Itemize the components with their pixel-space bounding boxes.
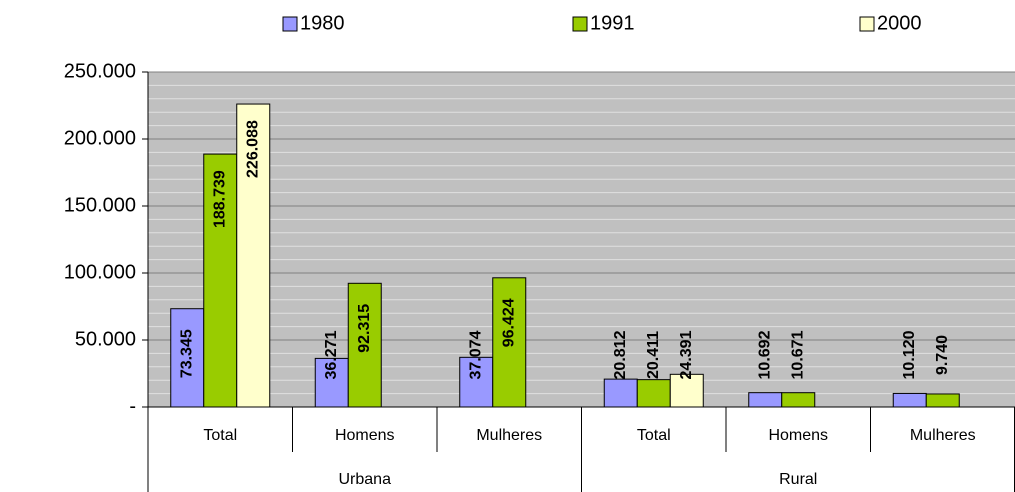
x-tick-label: Mulheres [910, 427, 976, 444]
value-label: 226.088 [244, 120, 261, 178]
bar [203, 153, 238, 408]
value-label: 96.424 [500, 298, 517, 347]
bar [636, 379, 671, 408]
y-tick-label: 250.000 [64, 60, 136, 82]
x-tick-label: Homens [335, 427, 395, 444]
bar [314, 357, 349, 408]
bar [492, 277, 527, 408]
x-tick-label: Total [203, 427, 237, 444]
group-label: Rural [779, 471, 817, 488]
value-label: 20.812 [612, 330, 629, 379]
y-tick-label: 150.000 [64, 194, 136, 216]
plot-area [148, 72, 1015, 407]
value-label: 10.692 [756, 330, 773, 379]
value-label: 24.391 [678, 330, 695, 379]
value-label: 10.671 [789, 330, 806, 379]
bar [459, 356, 494, 408]
bar [236, 103, 271, 408]
x-tick-label: Mulheres [476, 427, 542, 444]
y-tick-label: - [129, 395, 136, 417]
value-label: 73.345 [178, 329, 195, 378]
value-label: 188.739 [211, 170, 228, 228]
bar [347, 282, 382, 408]
value-label: 20.411 [645, 331, 662, 379]
value-label: 92.315 [356, 304, 373, 353]
legend-swatch [572, 16, 588, 32]
group-label: Urbana [339, 471, 392, 488]
value-label: 37.074 [467, 330, 484, 379]
bar [669, 373, 704, 408]
bar [170, 308, 205, 408]
y-tick-label: 200.000 [64, 127, 136, 149]
bar [748, 392, 783, 408]
bar [925, 393, 960, 408]
legend-swatch [282, 16, 298, 32]
legend-label: 1980 [300, 12, 345, 34]
bar [892, 392, 927, 408]
x-tick-label: Total [637, 427, 671, 444]
y-tick-label: 100.000 [64, 261, 136, 283]
legend-label: 1991 [590, 12, 635, 34]
value-label: 9.740 [934, 335, 951, 375]
legend-swatch [859, 16, 875, 32]
bar [781, 392, 816, 408]
legend-label: 2000 [877, 12, 922, 34]
x-tick-label: Homens [768, 427, 828, 444]
bar [603, 378, 638, 408]
value-label: 36.271 [323, 330, 340, 379]
value-label: 10.120 [901, 330, 918, 379]
y-tick-label: 50.000 [75, 328, 136, 350]
